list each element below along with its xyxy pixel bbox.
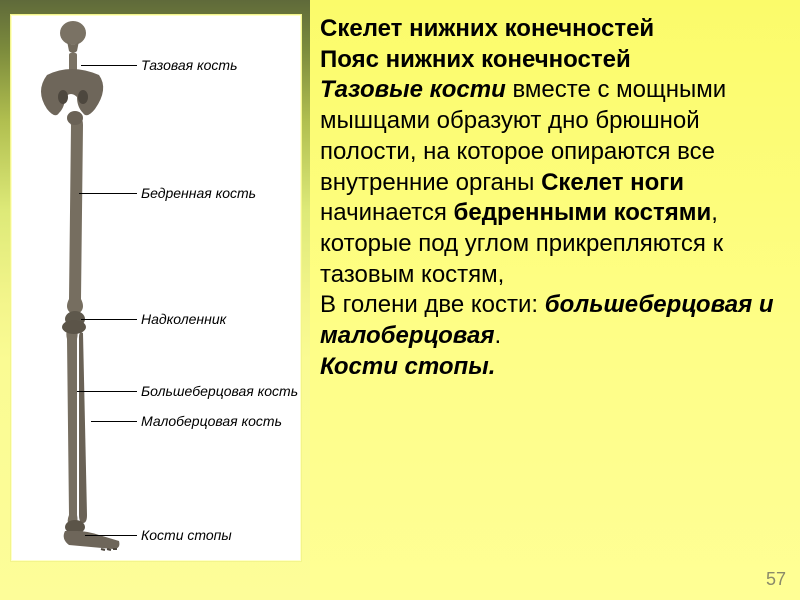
diagram-box: Тазовая кость Бедренная кость Надколенни… xyxy=(10,14,302,562)
label-femur: Бедренная кость xyxy=(141,185,256,201)
p2-a: Скелет ноги xyxy=(541,169,684,196)
body-text: Скелет нижних конечностей Пояс нижних ко… xyxy=(320,14,784,383)
p3-a: В голени две кости: xyxy=(320,291,545,318)
label-foot: Кости стопы xyxy=(141,527,232,543)
diagram-inner: Тазовая кость Бедренная кость Надколенни… xyxy=(11,15,301,561)
p4: Кости стопы. xyxy=(320,353,495,380)
p1-a: Тазовые кости xyxy=(320,76,506,103)
left-panel: Тазовая кость Бедренная кость Надколенни… xyxy=(0,0,310,600)
p3-c: . xyxy=(494,322,501,349)
leader-line xyxy=(81,65,137,66)
leader-line xyxy=(81,319,137,320)
label-tibia: Большеберцовая кость xyxy=(141,383,298,399)
label-patella: Надколенник xyxy=(141,311,226,327)
leader-line xyxy=(85,535,137,536)
leader-line xyxy=(77,391,137,392)
label-fibula: Малоберцовая кость xyxy=(141,413,282,429)
label-pelvis: Тазовая кость xyxy=(141,57,237,73)
right-panel: Скелет нижних конечностей Пояс нижних ко… xyxy=(310,0,800,600)
p2-b: начинается xyxy=(320,199,454,226)
title-1: Скелет нижних конечностей xyxy=(320,15,654,42)
title-2: Пояс нижних конечностей xyxy=(320,46,631,73)
page-number: 57 xyxy=(766,569,786,590)
leader-line xyxy=(79,193,137,194)
p2-c: бедренными костями xyxy=(454,199,712,226)
leader-line xyxy=(91,421,137,422)
slide: Тазовая кость Бедренная кость Надколенни… xyxy=(0,0,800,600)
leg-skeleton-svg xyxy=(17,19,123,559)
